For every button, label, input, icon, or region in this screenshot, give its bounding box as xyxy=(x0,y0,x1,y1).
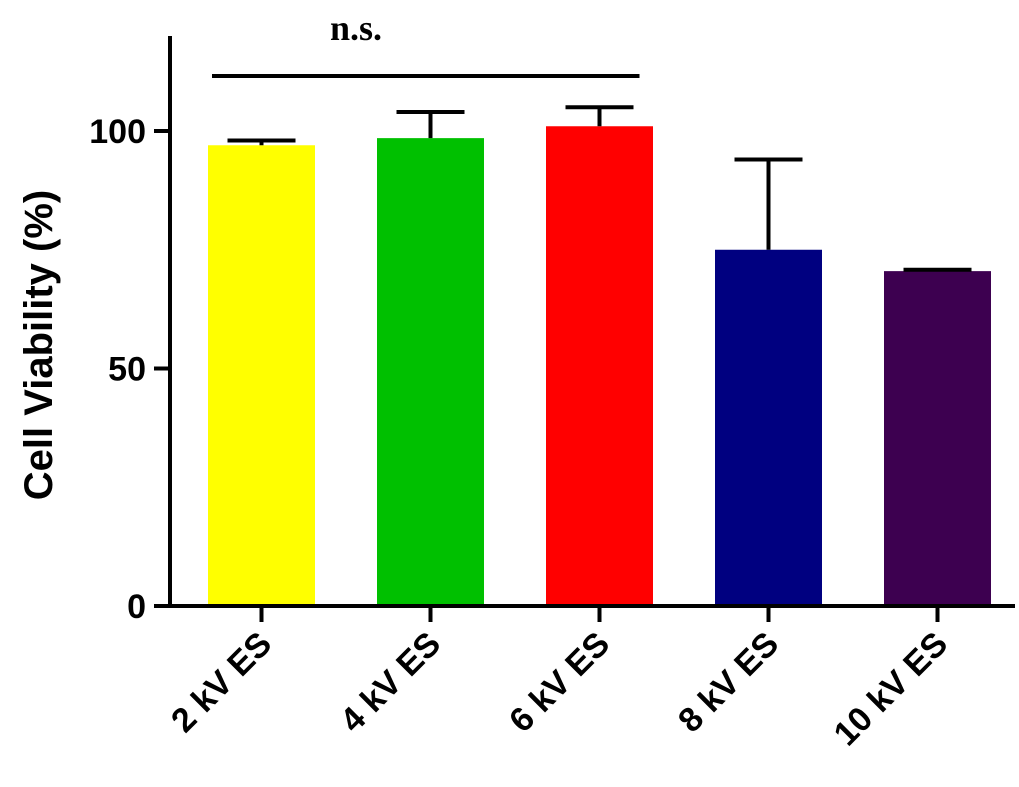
bar-5 xyxy=(884,271,991,606)
y-tick-label-0: 0 xyxy=(127,588,146,626)
y-tick-label-50: 50 xyxy=(108,351,146,389)
y-tick-label-100: 100 xyxy=(89,113,146,151)
x-tick-label-1: 2 kV ES xyxy=(164,625,279,740)
x-tick-label-5: 10 kV ES xyxy=(827,625,955,753)
x-tick-label-3: 6 kV ES xyxy=(502,625,617,740)
bar-1 xyxy=(208,145,315,606)
bar-2 xyxy=(377,138,484,606)
y-axis-label: Cell Viability (%) xyxy=(17,190,61,500)
bar-4 xyxy=(715,249,822,606)
significance-label: n.s. xyxy=(330,8,382,48)
x-tick-label-4: 8 kV ES xyxy=(671,625,786,740)
x-tick-label-2: 4 kV ES xyxy=(333,625,448,740)
bar-3 xyxy=(546,126,653,606)
